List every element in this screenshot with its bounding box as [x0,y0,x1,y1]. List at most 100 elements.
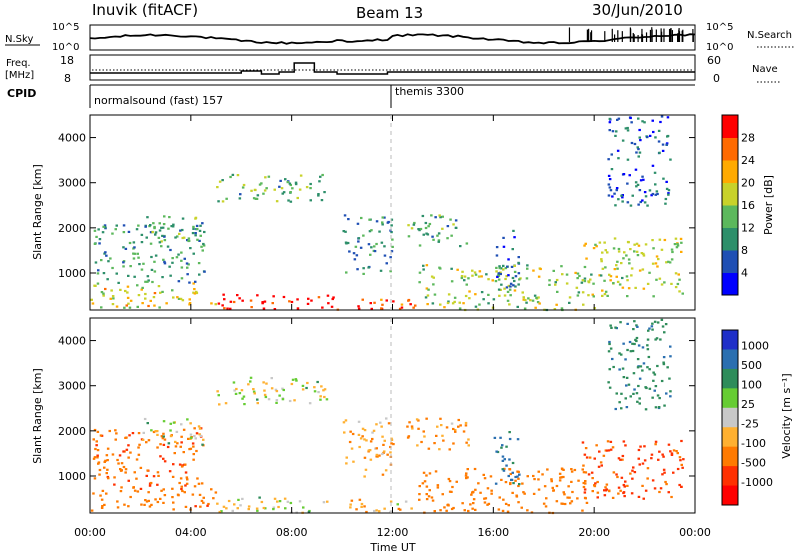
echo-cell [172,296,175,299]
echo-cell [511,461,515,465]
echo-cell [199,224,202,227]
echo-cell [400,303,404,306]
echo-cell [133,252,137,255]
echo-cell [99,434,103,437]
echo-cell [102,225,105,228]
echo-cell [651,479,655,482]
echo-cell [658,238,662,241]
echo-cell [365,439,368,442]
echo-cell [135,458,139,461]
echo-cell [631,477,634,480]
echo-cell [607,194,611,197]
nsky-spikes [568,27,694,42]
echo-cell [659,487,663,490]
echo-cell [503,458,506,461]
echo-cell [345,456,348,459]
echo-cell [617,486,621,489]
echo-cell [144,499,147,502]
echo-cell [306,302,310,305]
echo-cell [451,302,455,305]
frequency-panel: Freq. [MHz] 18 8 60 0 Nave [5,54,780,85]
echo-cell [94,447,97,451]
echo-cell [226,307,229,310]
echo-cell [307,297,310,300]
echo-cell [635,242,639,245]
echo-cell [514,479,517,482]
echo-cell [162,258,165,261]
echo-cell [185,476,189,479]
echo-cell [647,329,650,332]
echo-cell [448,480,452,483]
echo-cell [227,499,231,503]
echo-cell [126,285,130,288]
echo-cell [151,231,154,234]
echo-cell [189,447,193,450]
echo-cell [195,432,199,435]
echo-cell [149,224,152,227]
echo-cell [104,226,107,229]
echo-cell [612,365,615,369]
echo-cell [474,273,478,276]
echo-cell [608,490,611,493]
echo-cell [676,243,679,246]
echo-cell [562,475,565,479]
echo-cell [180,251,183,254]
echo-cell [171,257,174,260]
echo-cell [651,192,655,196]
echo-cell [98,242,101,245]
echo-cell [506,299,510,302]
echo-cell [568,296,572,299]
echo-cell [617,247,621,251]
echo-cell [273,497,277,500]
echo-cell [474,293,477,296]
echo-cell [500,267,503,270]
echo-cell [656,394,660,397]
echo-cell [254,188,257,192]
echo-cell [591,477,594,480]
echo-cell [367,243,371,246]
echo-cell [176,235,179,238]
echo-cell [410,507,413,510]
echo-cell [509,481,512,485]
echo-cell [284,178,287,181]
echo-cell [152,430,156,434]
echo-cell [367,266,370,269]
echo-cell [618,352,621,355]
echo-cell [661,453,664,456]
echo-cell [583,491,587,494]
echo-cell [450,267,453,270]
echo-cell [289,191,292,194]
echo-cell [555,500,559,503]
echo-cell [621,367,625,370]
echo-cell [189,433,193,436]
echo-cell [626,279,629,282]
echo-cell [617,117,621,120]
echo-cell [288,182,292,185]
echo-cell [127,444,130,447]
echo-cell [313,386,316,389]
echo-cell [561,273,564,276]
colorbar-tick-label: -100 [741,437,766,450]
freq-label-line2: [MHz] [5,70,34,81]
echo-cell [606,294,609,297]
echo-cell [218,180,222,183]
echo-cell [106,459,109,462]
time-axis-title: Time UT [369,541,415,554]
echo-cell [387,422,391,425]
echo-cell [453,300,456,303]
echo-cell [673,243,677,246]
echo-cell [668,377,671,380]
echo-cell [156,500,160,504]
echo-cell [638,128,641,132]
echo-cell [191,232,195,235]
echo-cell [532,492,536,495]
echo-cell [229,307,232,310]
echo-cell [576,497,579,500]
echo-cell [566,496,569,499]
echo-cell [591,293,594,296]
echo-cell [298,500,302,503]
echo-cell [351,432,355,436]
echo-cell [665,143,668,146]
echo-cell [169,248,172,252]
echo-cell [163,215,166,218]
